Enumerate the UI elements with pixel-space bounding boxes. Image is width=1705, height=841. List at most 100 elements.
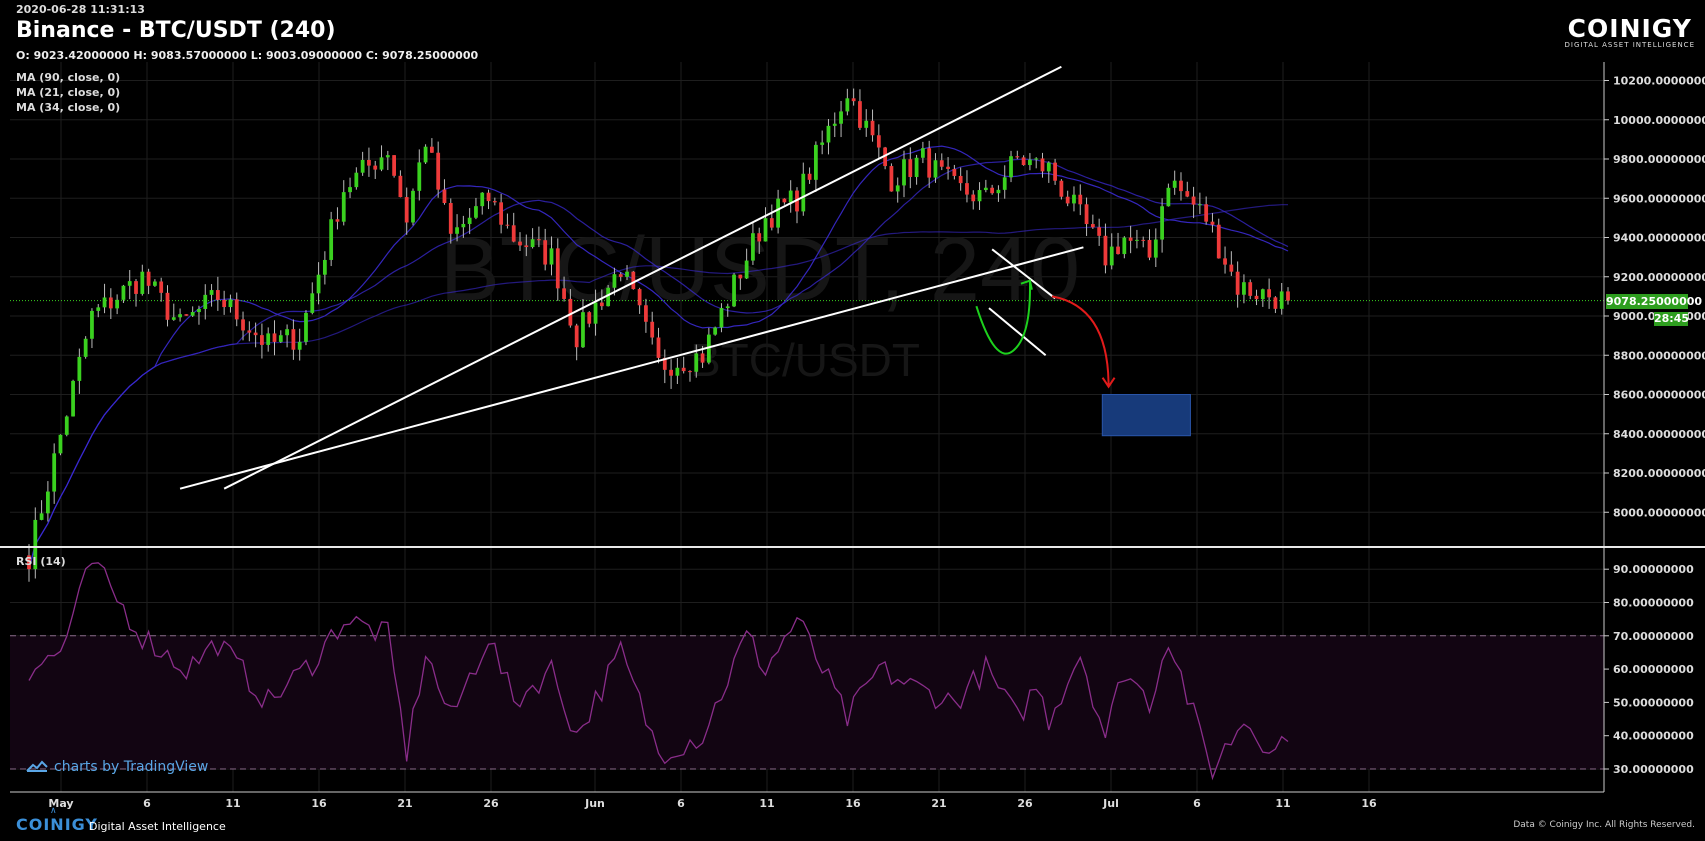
cloud-icon (26, 760, 48, 772)
y-tick-label: 8200.00000000 (1613, 467, 1705, 480)
candle-body (278, 335, 283, 342)
candle-body (845, 98, 850, 112)
x-tick-label: 11 (225, 797, 240, 810)
rsi-tick-label: 30.00000000 (1613, 763, 1694, 776)
y-tick-label: 9800.00000000 (1613, 153, 1705, 166)
rsi-tick-label: 80.00000000 (1613, 597, 1694, 610)
trend-line (223, 65, 1062, 490)
trend-line (991, 248, 1056, 300)
candle-body (153, 281, 157, 286)
candle-body (1286, 291, 1290, 301)
candle-body (1053, 162, 1057, 181)
candle-body (870, 120, 875, 136)
candle-body (1273, 297, 1278, 309)
ma-34-label[interactable]: MA (34, close, 0) (16, 101, 121, 114)
candle-body (190, 312, 195, 316)
candle-body (379, 157, 384, 170)
candle-body (744, 260, 749, 279)
candle-body (1229, 264, 1234, 272)
candle-body (1141, 239, 1146, 241)
candle-body (1223, 258, 1227, 265)
candle-body (184, 314, 189, 316)
candle-body (511, 225, 516, 242)
green-arrow (975, 280, 1031, 355)
candle-body (1210, 221, 1215, 225)
candle-body (738, 274, 743, 279)
candle-body (625, 271, 629, 277)
candle-body (700, 353, 705, 363)
ma-line (28, 158, 1289, 570)
candle-body (656, 337, 661, 358)
ma-line (28, 204, 1288, 570)
candle-body (757, 233, 762, 242)
candle-body (197, 308, 201, 313)
ma-90-label[interactable]: MA (90, close, 0) (16, 71, 121, 84)
candle-body (549, 248, 554, 265)
y-tick-label: 8800.00000000 (1613, 349, 1705, 362)
candle-body (310, 293, 315, 313)
candle-body (1034, 158, 1039, 160)
coinigy-logo: COINIGY DIGITAL ASSET INTELLIGENCE (1565, 14, 1695, 49)
candle-body (1242, 282, 1246, 295)
candle-body (543, 240, 548, 265)
rsi-tick-label: 40.00000000 (1613, 730, 1694, 743)
candle-body (524, 245, 529, 248)
candle-body (719, 308, 724, 328)
candle-body (1122, 237, 1127, 255)
candle-body (518, 241, 522, 246)
candle-body (1204, 204, 1209, 222)
x-tick-label: 16 (845, 797, 861, 810)
timestamp: 2020-06-28 11:31:13 (16, 3, 145, 16)
candle-body (1103, 235, 1108, 266)
candle-body (209, 290, 214, 295)
rsi-band-fill (10, 635, 1604, 769)
candle-body (1260, 289, 1265, 300)
candle-body (39, 513, 44, 520)
tradingview-link[interactable]: charts by TradingView (26, 759, 208, 775)
candle-body (461, 223, 466, 228)
candle-body (64, 416, 69, 435)
candle-body (587, 312, 592, 324)
candle-body (404, 197, 409, 223)
candle-body (562, 288, 566, 299)
candle-body (1197, 204, 1202, 206)
candle-body (776, 198, 780, 228)
candle-body (990, 187, 995, 194)
logo-subtitle: DIGITAL ASSET INTELLIGENCE (1564, 41, 1695, 49)
target-zone (1101, 394, 1191, 437)
y-tick-label: 8600.00000000 (1613, 389, 1705, 402)
candle-body (1172, 180, 1177, 188)
candle-body (33, 519, 38, 570)
candle-body (341, 192, 346, 222)
candle-body (851, 98, 856, 102)
candle-body (612, 274, 617, 288)
x-tick-label: 6 (677, 797, 685, 810)
rsi-label[interactable]: RSI (14) (16, 555, 66, 568)
candle-body (304, 312, 308, 342)
candle-body (769, 218, 774, 228)
candle-body (751, 233, 755, 261)
candle-body (952, 169, 957, 176)
candle-body (1179, 180, 1183, 192)
candle-body (159, 281, 164, 293)
candle-body (876, 135, 881, 148)
x-tick-label: May (48, 797, 73, 810)
candle-body (839, 111, 843, 124)
candle-body (1021, 157, 1026, 166)
candle-body (373, 165, 378, 170)
x-tick-label: Jun (584, 797, 605, 810)
candle-body (367, 159, 371, 166)
candle-body (908, 159, 913, 177)
candle-body (455, 227, 459, 234)
ma-21-label[interactable]: MA (21, close, 0) (16, 86, 121, 99)
candle-body (499, 202, 504, 225)
candle-body (165, 292, 170, 320)
candle-body (537, 239, 541, 241)
candle-body (555, 248, 560, 289)
candle-body (713, 327, 718, 335)
candle-body (1153, 239, 1158, 258)
candle-body (1065, 196, 1070, 204)
candle-body (895, 185, 900, 192)
footer-brand: COINIGY (16, 815, 99, 834)
footer-tagline: Digital Asset Intelligence (89, 820, 226, 833)
